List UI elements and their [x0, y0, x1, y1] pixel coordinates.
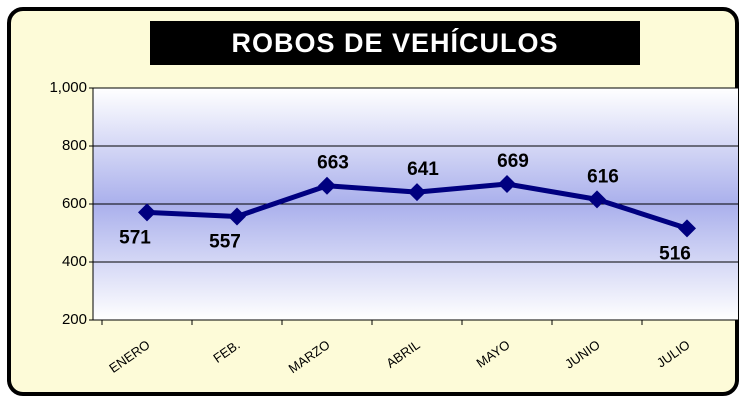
data-label: 557: [209, 231, 241, 252]
marker: [588, 190, 606, 209]
data-label: 641: [407, 159, 439, 180]
title-banner: [150, 21, 640, 65]
y-tick-label: 400: [62, 253, 87, 270]
data-label: 616: [587, 166, 619, 187]
y-tick-label: 1,000: [49, 79, 87, 96]
marker: [228, 207, 246, 226]
marker: [678, 219, 696, 238]
data-label: 669: [497, 151, 529, 172]
y-tick-label: 800: [62, 137, 87, 154]
data-label: 516: [659, 243, 691, 264]
data-label: 663: [317, 153, 349, 174]
marker: [318, 176, 336, 195]
marker: [498, 174, 516, 193]
chart-title: ROBOS DE VEHÍCULOS: [231, 27, 558, 58]
y-tick-label: 600: [62, 195, 87, 212]
marker: [408, 183, 426, 202]
y-tick-label: 200: [62, 311, 87, 328]
data-label: 571: [119, 227, 151, 248]
marker: [138, 203, 156, 222]
